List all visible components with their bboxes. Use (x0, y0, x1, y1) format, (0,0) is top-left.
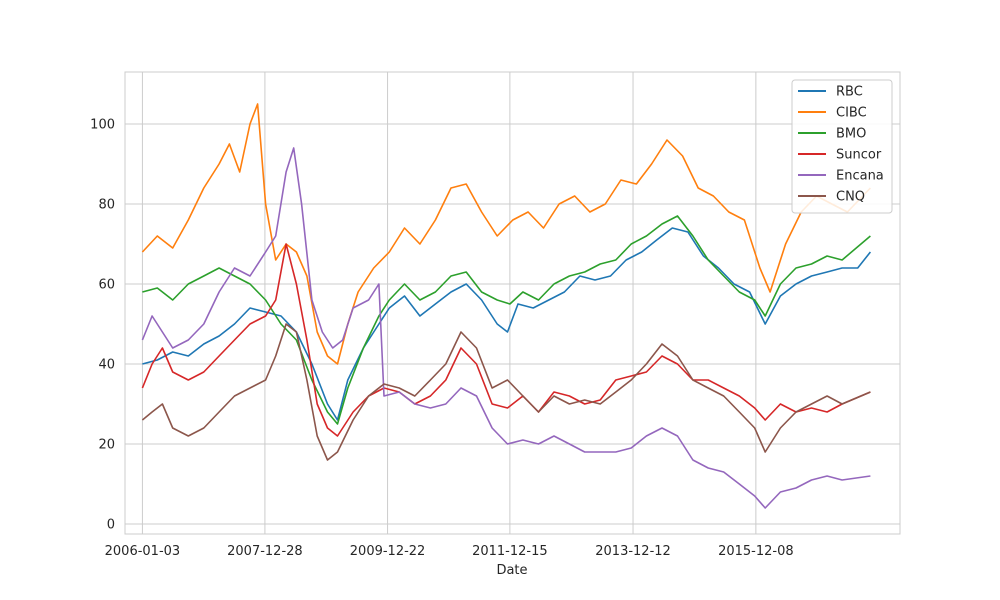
y-tick-label: 60 (98, 278, 115, 293)
legend-label: Suncor (836, 148, 882, 163)
series-line-encana (141, 147, 871, 509)
legend-label: CIBC (836, 106, 867, 121)
x-tick-label: 2013-12-12 (595, 544, 671, 559)
legend-label: BMO (836, 127, 866, 142)
series-line-bmo (142, 215, 871, 425)
y-tick-label: 100 (90, 118, 115, 133)
legend: RBC CIBC BMO Suncor Encana CNQ (791, 79, 893, 214)
legend-box (791, 79, 893, 214)
x-tick-label: 2015-12-08 (718, 544, 794, 559)
legend-label: RBC (836, 85, 863, 100)
legend-label: CNQ (836, 190, 865, 205)
grid-lines (125, 72, 900, 534)
y-tick-label: 0 (107, 518, 115, 533)
series-line-cnq (141, 323, 871, 461)
y-tick-label: 80 (98, 198, 115, 213)
series-line-cibc (141, 103, 871, 365)
y-tick-label: 40 (98, 358, 115, 373)
series-line-suncor (141, 243, 871, 437)
legend-label: Encana (836, 169, 884, 184)
y-axis-ticks: 0 20 40 60 80 100 (90, 118, 115, 533)
plot-frame (124, 71, 901, 535)
y-tick-label: 20 (98, 438, 115, 453)
series-layer (141, 103, 872, 509)
x-axis-label: Date (496, 563, 527, 578)
x-tick-label: 2006-01-03 (105, 544, 181, 559)
plot-background (125, 72, 900, 534)
x-tick-label: 2009-12-22 (350, 544, 426, 559)
x-axis-ticks: 2006-01-03 2007-12-28 2009-12-22 2011-12-15… (105, 544, 794, 559)
x-tick-label: 2007-12-28 (227, 544, 303, 559)
x-tick-label: 2011-12-15 (472, 544, 548, 559)
